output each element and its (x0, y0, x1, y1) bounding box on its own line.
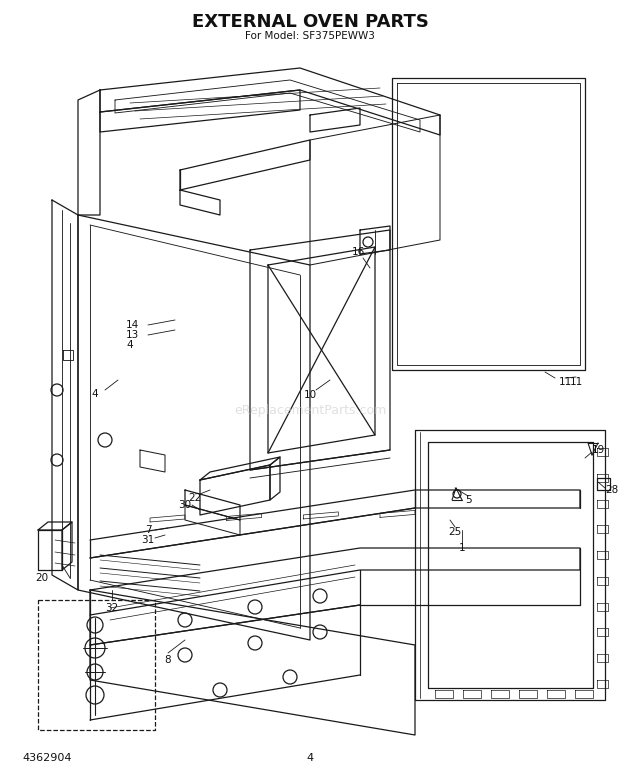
Text: 8: 8 (165, 655, 171, 665)
Text: 28: 28 (605, 485, 619, 495)
Text: 32: 32 (105, 603, 118, 613)
Text: 25: 25 (448, 527, 462, 537)
Text: 1: 1 (459, 543, 466, 553)
Text: EXTERNAL OVEN PARTS: EXTERNAL OVEN PARTS (192, 13, 428, 31)
Text: 16: 16 (352, 247, 365, 257)
Text: 31: 31 (141, 535, 154, 545)
Text: 20: 20 (35, 573, 48, 583)
Text: 4: 4 (92, 389, 99, 399)
Text: 30: 30 (179, 500, 192, 510)
Text: eReplacementParts.com: eReplacementParts.com (234, 404, 386, 417)
Text: 7: 7 (144, 525, 151, 535)
Text: 10: 10 (303, 390, 317, 400)
Text: 22: 22 (188, 493, 202, 503)
Text: 4362904: 4362904 (22, 753, 71, 763)
Text: 11: 11 (559, 377, 572, 387)
Text: 4: 4 (127, 340, 137, 350)
Text: For Model: SF375PEWW3: For Model: SF375PEWW3 (245, 31, 375, 41)
Text: 4: 4 (306, 753, 314, 763)
Text: 14: 14 (125, 320, 139, 330)
Text: 19: 19 (591, 445, 604, 455)
Text: 11: 11 (569, 377, 583, 387)
Text: 5: 5 (464, 495, 471, 505)
Text: 13: 13 (125, 330, 139, 340)
